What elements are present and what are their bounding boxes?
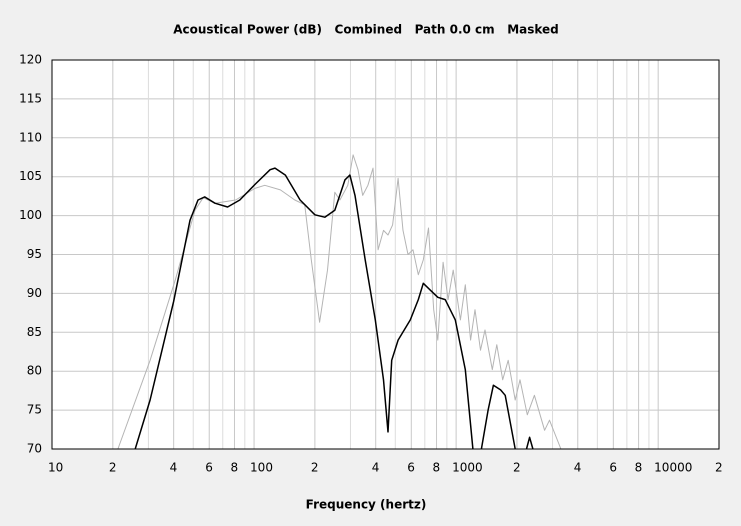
x-tick-label: 6	[407, 461, 415, 475]
chart-title: Acoustical Power (dB) Combined Path 0.0 …	[173, 23, 559, 37]
y-tick-label: 110	[19, 130, 42, 144]
x-tick-label: 4	[372, 461, 380, 475]
y-tick-label: 120	[19, 53, 42, 67]
x-tick-label: 4	[574, 461, 582, 475]
x-tick-label: 8	[635, 461, 643, 475]
y-tick-label: 85	[27, 325, 42, 339]
y-tick-label: 90	[27, 286, 42, 300]
x-tick-label: 4	[170, 461, 178, 475]
x-tick-label: 2	[715, 461, 723, 475]
x-tick-label: 100	[250, 461, 273, 475]
x-tick-label: 8	[433, 461, 441, 475]
y-tick-label: 115	[19, 91, 42, 105]
series-line	[134, 167, 534, 450]
y-tick-label: 105	[19, 169, 42, 183]
x-tick-label: 10000	[654, 461, 692, 475]
lines	[117, 154, 562, 450]
y-tick-label: 80	[27, 364, 42, 378]
x-tick-label: 1000	[452, 461, 483, 475]
x-tick-label: 2	[109, 461, 117, 475]
x-tick-label: 6	[205, 461, 213, 475]
x-tick-label: 2	[513, 461, 521, 475]
series-line	[117, 154, 562, 450]
plot-border	[51, 59, 720, 450]
x-tick-label: 10	[48, 461, 63, 475]
x-tick-label: 8	[230, 461, 238, 475]
x-tick-label: 6	[609, 461, 617, 475]
y-tick-label: 70	[27, 442, 42, 456]
y-tick-label: 100	[19, 208, 42, 222]
y-tick-label: 75	[27, 403, 42, 417]
y-tick-label: 95	[27, 247, 42, 261]
x-axis-label: Frequency (hertz)	[306, 498, 427, 512]
x-tick-label: 2	[311, 461, 319, 475]
